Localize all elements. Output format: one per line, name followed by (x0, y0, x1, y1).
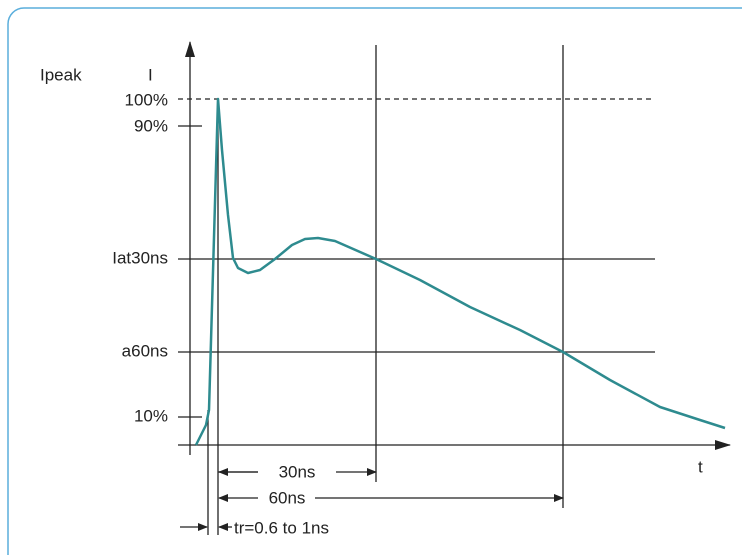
level-label: Iat30ns (112, 248, 168, 267)
y-axis-symbol: I (148, 65, 153, 84)
frame (7, 7, 742, 555)
waveform (194, 97, 726, 446)
span-label: 60ns (269, 488, 306, 507)
level-label: 10% (134, 406, 168, 425)
span-label: 30ns (279, 462, 316, 481)
level-label: 90% (134, 116, 168, 135)
level-label: 100% (125, 90, 168, 109)
level-label: a60ns (122, 341, 168, 360)
y-axis-title: Ipeak (40, 65, 82, 84)
rise-time-label: tr=0.6 to 1ns (234, 518, 329, 537)
x-axis-symbol: t (698, 457, 703, 476)
